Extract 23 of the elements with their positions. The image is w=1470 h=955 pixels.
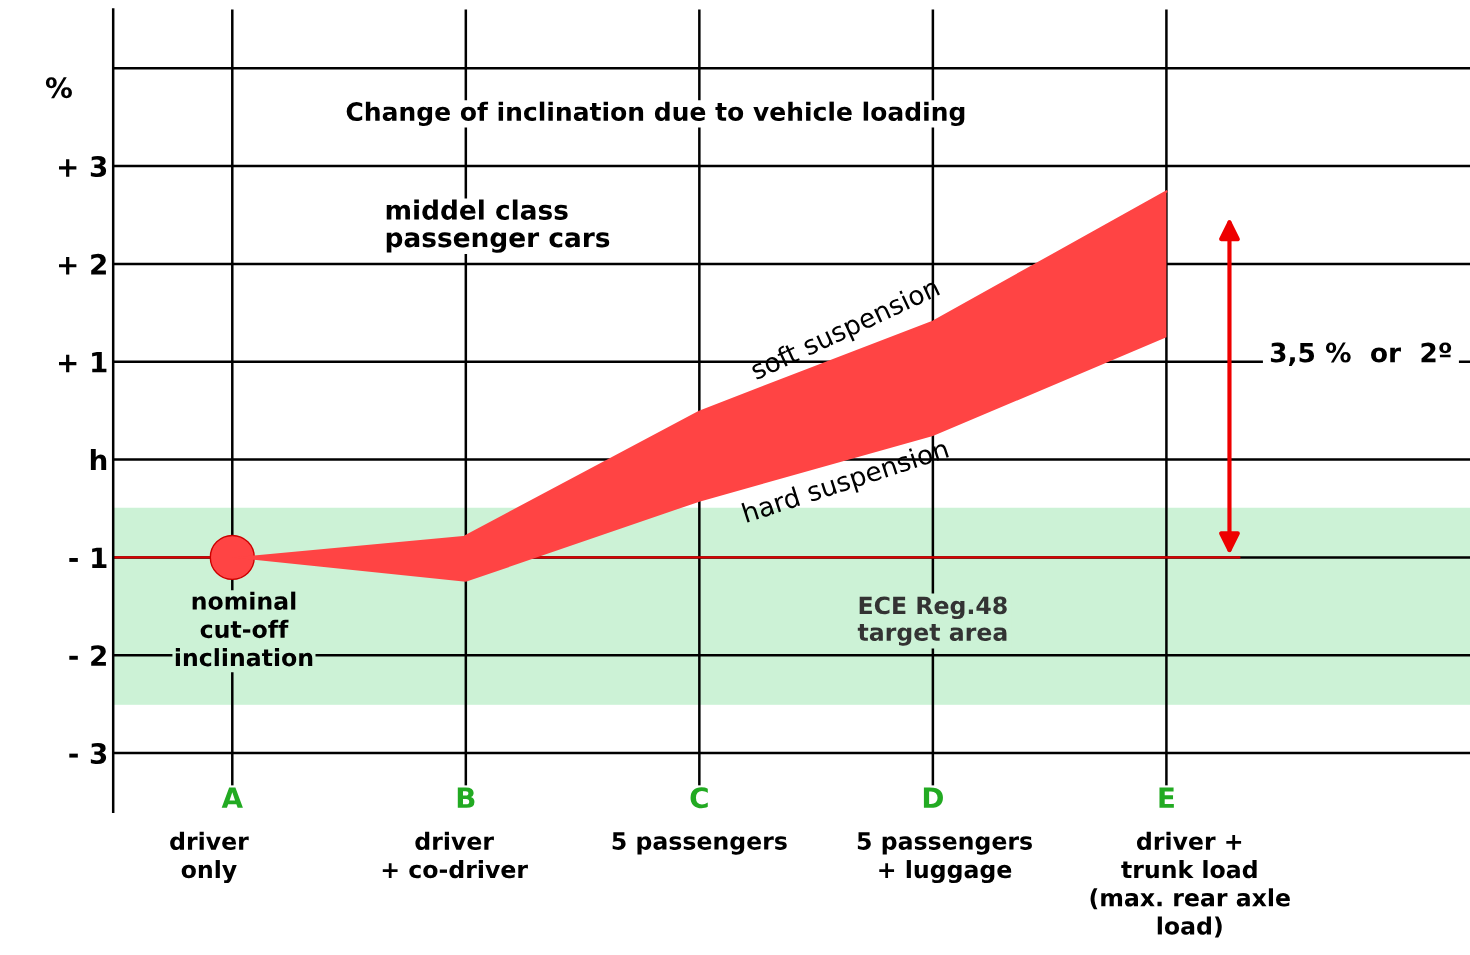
text: driver + trunk load (max. rear axle load) [1090, 831, 1290, 938]
text: driver + co-driver [382, 831, 528, 879]
y-axis-title: % [45, 77, 72, 99]
y-tick-label: + 3 [59, 156, 107, 178]
y-tick-label: - 1 [69, 547, 107, 568]
x-tick-label: A [221, 787, 243, 808]
y-tick-label: - 3 [69, 742, 107, 764]
y-tick-label: - 2 [69, 645, 106, 666]
text: Change of inclination due to vehicle loading [346, 101, 965, 127]
annotation: nominal cut-off inclination [175, 591, 313, 667]
x-tick-label: B [457, 787, 475, 808]
x-tick-label: C [690, 787, 708, 809]
text: 5 passengers + luggage [857, 832, 1032, 884]
text: driver only [170, 831, 249, 884]
y-tick-label: h [90, 449, 107, 471]
y-tick-label: + 1 [59, 352, 107, 373]
annotation: middel class passenger cars [386, 199, 610, 253]
annotation: 3,5 % or 2º [1270, 342, 1452, 366]
text: 5 passengers [612, 832, 787, 855]
band-label: ECE Reg.48 target area [857, 596, 1007, 646]
x-tick-label: D [923, 787, 943, 808]
y-tick-label: + 2 [59, 253, 106, 275]
x-tick-label: E [1159, 787, 1174, 808]
